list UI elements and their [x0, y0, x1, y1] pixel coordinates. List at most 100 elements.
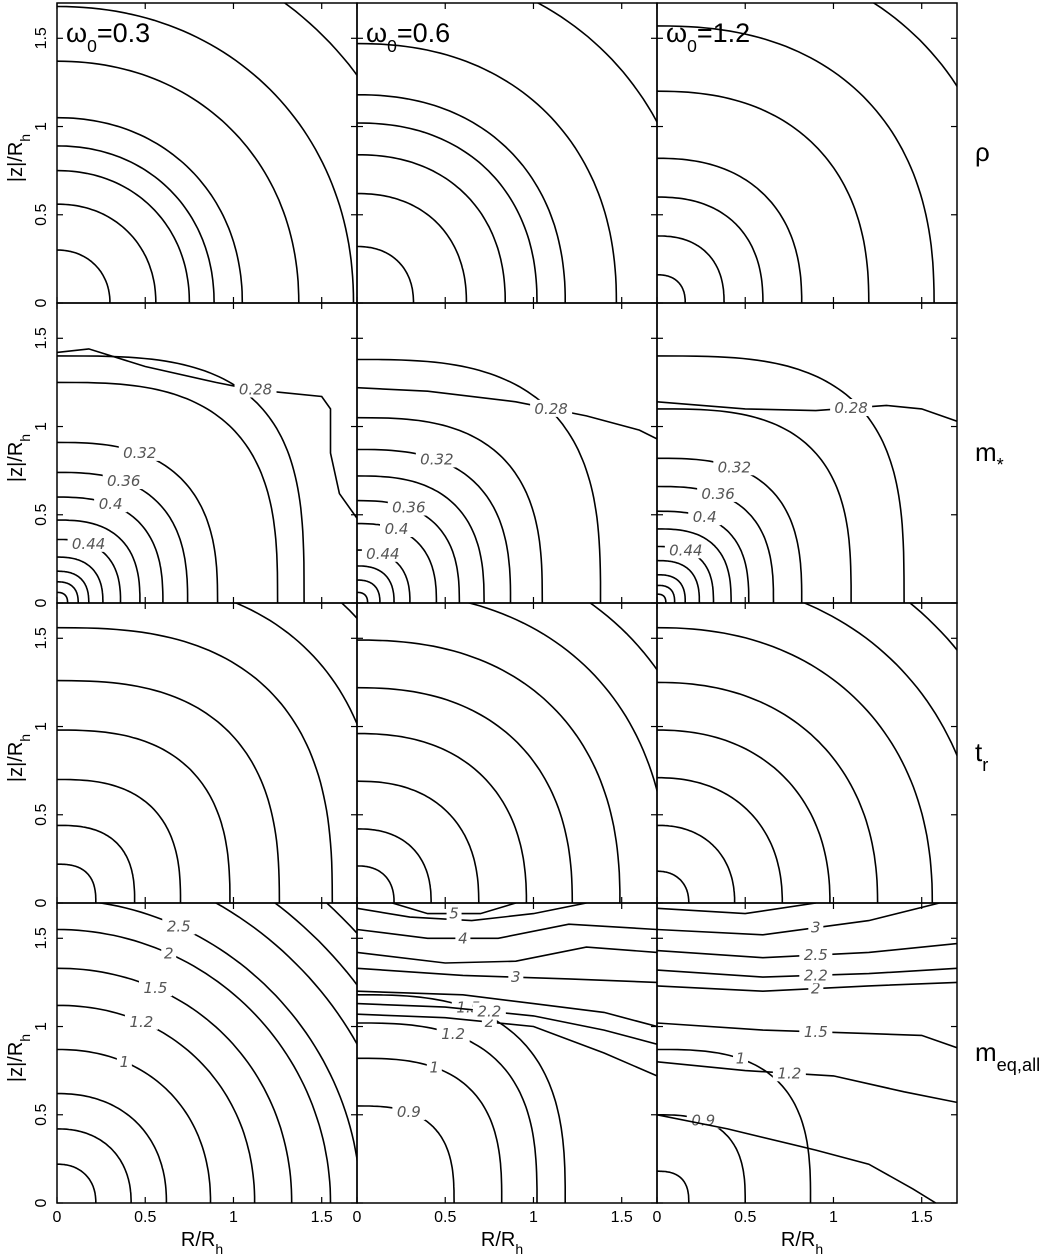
contour-label: 0.32	[718, 458, 751, 476]
y-tick-label: 1.5	[33, 27, 50, 49]
contour-line	[357, 565, 395, 603]
y-tick-label: 1.5	[33, 327, 50, 349]
panel-2-3: 0.44 0.4 0.36 0.32 0.28	[656, 302, 958, 604]
row-label: meq,all	[975, 1037, 1040, 1075]
panel-frame	[656, 602, 958, 904]
contour-line	[872, 3, 957, 88]
contour-line	[234, 603, 357, 726]
contour-line	[325, 903, 357, 935]
contour-label: 0.44	[72, 535, 105, 553]
x-tick-label: 1.5	[911, 1209, 933, 1226]
y-tick-label: 0.5	[33, 1104, 50, 1126]
x-tick-label: 1	[229, 1209, 238, 1226]
contour-label: 0.4	[99, 495, 123, 513]
contour-line	[57, 718, 542, 1203]
panel-3-1: 0 0.5 1 1.5	[33, 602, 358, 907]
y-tick-label: 1	[33, 122, 50, 131]
contour-line	[357, 579, 381, 603]
y-tick-label: 1.5	[33, 927, 50, 949]
contour-line	[57, 729, 231, 903]
contour-label: 2.2	[804, 966, 828, 984]
x-tick-label: 0	[353, 1209, 362, 1226]
panel-frame	[656, 2, 958, 304]
contour-line	[57, 1128, 132, 1203]
contour-line	[57, 581, 79, 603]
contour-line	[57, 679, 281, 903]
panel-frame	[356, 902, 658, 1204]
contour-line	[657, 626, 934, 903]
contour-line	[357, 990, 657, 1028]
y-tick-label: 1.5	[33, 627, 50, 649]
contour-line	[357, 1013, 657, 1077]
x-tick-label: 1.5	[311, 1209, 333, 1226]
panel-frame	[56, 302, 358, 604]
contour-line	[357, 94, 566, 303]
x-axis-title: R/Rh	[481, 1229, 523, 1254]
contour-line	[57, 1163, 97, 1203]
y-tick-label: 1	[33, 1022, 50, 1031]
contour-line	[57, 863, 97, 903]
contour-line	[657, 1061, 957, 1104]
x-axis-title: R/Rh	[181, 1229, 223, 1254]
contour-line	[357, 416, 544, 603]
contour-label: 1.5	[804, 1023, 828, 1041]
y-tick-label: 1	[33, 422, 50, 431]
contour-line	[57, 348, 357, 519]
contour-label: 0.44	[669, 541, 702, 559]
contour-label: 4	[458, 929, 468, 947]
contour-label: 2.2	[477, 1003, 501, 1021]
contour-label: 2	[485, 1013, 495, 1031]
x-tick-label: 0.5	[434, 1209, 456, 1226]
contour-label: 0.28	[834, 399, 867, 417]
contour-line	[657, 1048, 812, 1203]
x-tick-label: 0	[653, 1209, 662, 1226]
contour-line	[657, 90, 870, 303]
contour-label: 3.5	[179, 881, 203, 899]
contour-label: 2.5	[167, 917, 191, 935]
contour-line	[657, 457, 803, 603]
x-tick-label: 1	[529, 1209, 538, 1226]
contour-line	[657, 776, 784, 903]
contour-line	[57, 778, 182, 903]
x-tick-label: 0.5	[734, 1209, 756, 1226]
contour-label: 0.36	[107, 472, 140, 490]
contour-line	[357, 686, 574, 903]
row-label: ρ	[975, 137, 990, 167]
x-tick-label: 1	[829, 1209, 838, 1226]
contour-line	[57, 249, 111, 303]
contour-line	[357, 639, 621, 903]
contour-line	[657, 408, 852, 603]
contour-line	[657, 559, 701, 603]
contour-label: 3	[511, 968, 521, 986]
panel-frame	[56, 902, 358, 1204]
contour-line	[357, 122, 538, 303]
contour-line	[357, 358, 602, 603]
contour-line	[57, 591, 69, 603]
contour-label: 1.2	[130, 1013, 154, 1031]
contour-line	[657, 196, 764, 303]
contour-line	[657, 274, 686, 303]
contour-line	[657, 593, 667, 603]
contour-line	[57, 441, 219, 603]
contour-label: 0.28	[239, 380, 272, 398]
y-tick-label: 0	[33, 598, 50, 607]
contour-line	[57, 203, 157, 303]
contour-line	[657, 1022, 957, 1049]
contour-line	[357, 192, 468, 303]
y-axis-title: |z|/Rh	[5, 434, 33, 482]
contour-label: 1	[736, 1050, 746, 1068]
contour-label: 0.36	[701, 485, 734, 503]
contour-line	[357, 923, 657, 940]
contour-line	[657, 528, 732, 603]
contour-line	[57, 355, 305, 603]
contour-label: 0.32	[420, 450, 453, 468]
contour-line	[657, 401, 957, 422]
panel-4-1: 11.21.522.53.50 0.5 1 1.500.511.5	[33, 718, 542, 1226]
contour-line	[357, 967, 657, 984]
contour-line	[57, 1092, 168, 1203]
panel-3-3	[656, 602, 958, 904]
contour-line	[357, 475, 485, 603]
contour-line	[357, 1022, 538, 1203]
panel-frame	[356, 602, 658, 904]
